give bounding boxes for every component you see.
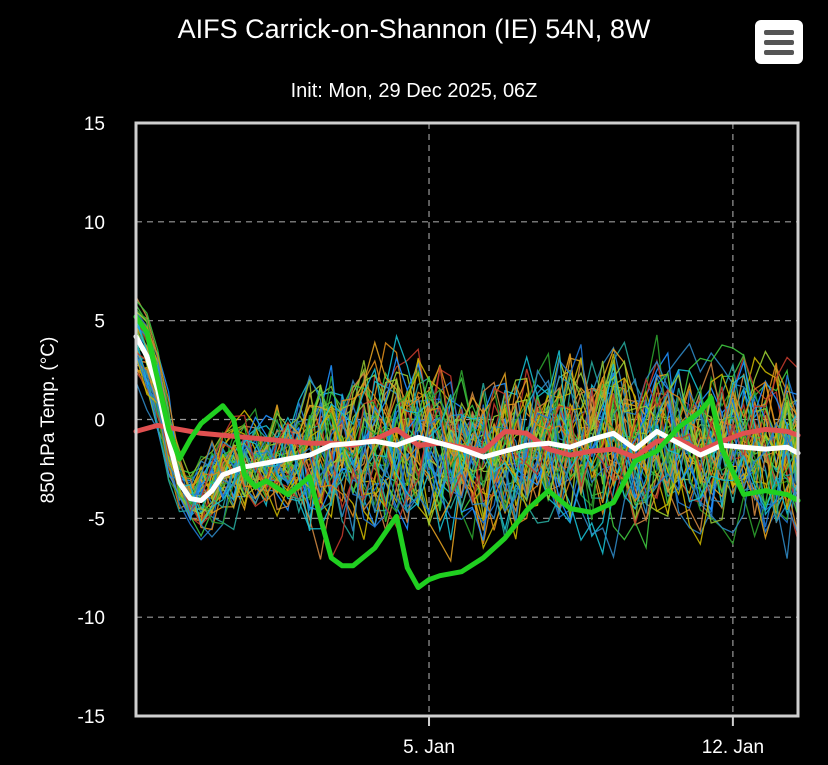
menu-icon-bar-middle [764, 40, 794, 45]
climatology-line [133, 422, 801, 460]
chart-subtitle: Init: Mon, 29 Dec 2025, 06Z [290, 80, 538, 102]
y-tick-label: -15 [78, 707, 105, 728]
chart-title: AIFS Carrick-on-Shannon (IE) 54N, 8W [177, 14, 651, 44]
plot-border [134, 121, 800, 718]
y-axis-ticks: -15 -10 -5 0 5 10 15 [78, 114, 105, 728]
x-axis-ticks: 5. Jan 12. Jan [403, 716, 764, 758]
y-tick-label: 5 [94, 312, 105, 333]
ensemble-member-line [135, 304, 799, 516]
y-tick-label: 10 [84, 213, 105, 234]
y-tick-label: 0 [94, 411, 105, 432]
x-tick-label: 12. Jan [702, 737, 764, 758]
plot-frame [134, 121, 800, 718]
ensemble-member-line [135, 338, 799, 538]
menu-icon-bar-top [764, 30, 794, 35]
y-tick-label: -5 [88, 509, 105, 530]
ensemble-member-line [135, 354, 799, 546]
y-axis-label: 850 hPa Temp. (°C) [38, 337, 59, 504]
control-run-line [133, 314, 801, 590]
x-tick-label: 5. Jan [403, 737, 455, 758]
menu-icon-bar-bottom [764, 50, 794, 55]
ensemble-member-line [135, 344, 799, 528]
chart-menu-button[interactable] [755, 20, 803, 64]
y-tick-label: -10 [78, 608, 105, 629]
highlight-series [133, 314, 801, 590]
ensemble-mean-line [133, 334, 801, 503]
y-tick-label: 15 [84, 114, 105, 135]
ensemble-member-line [135, 353, 799, 560]
